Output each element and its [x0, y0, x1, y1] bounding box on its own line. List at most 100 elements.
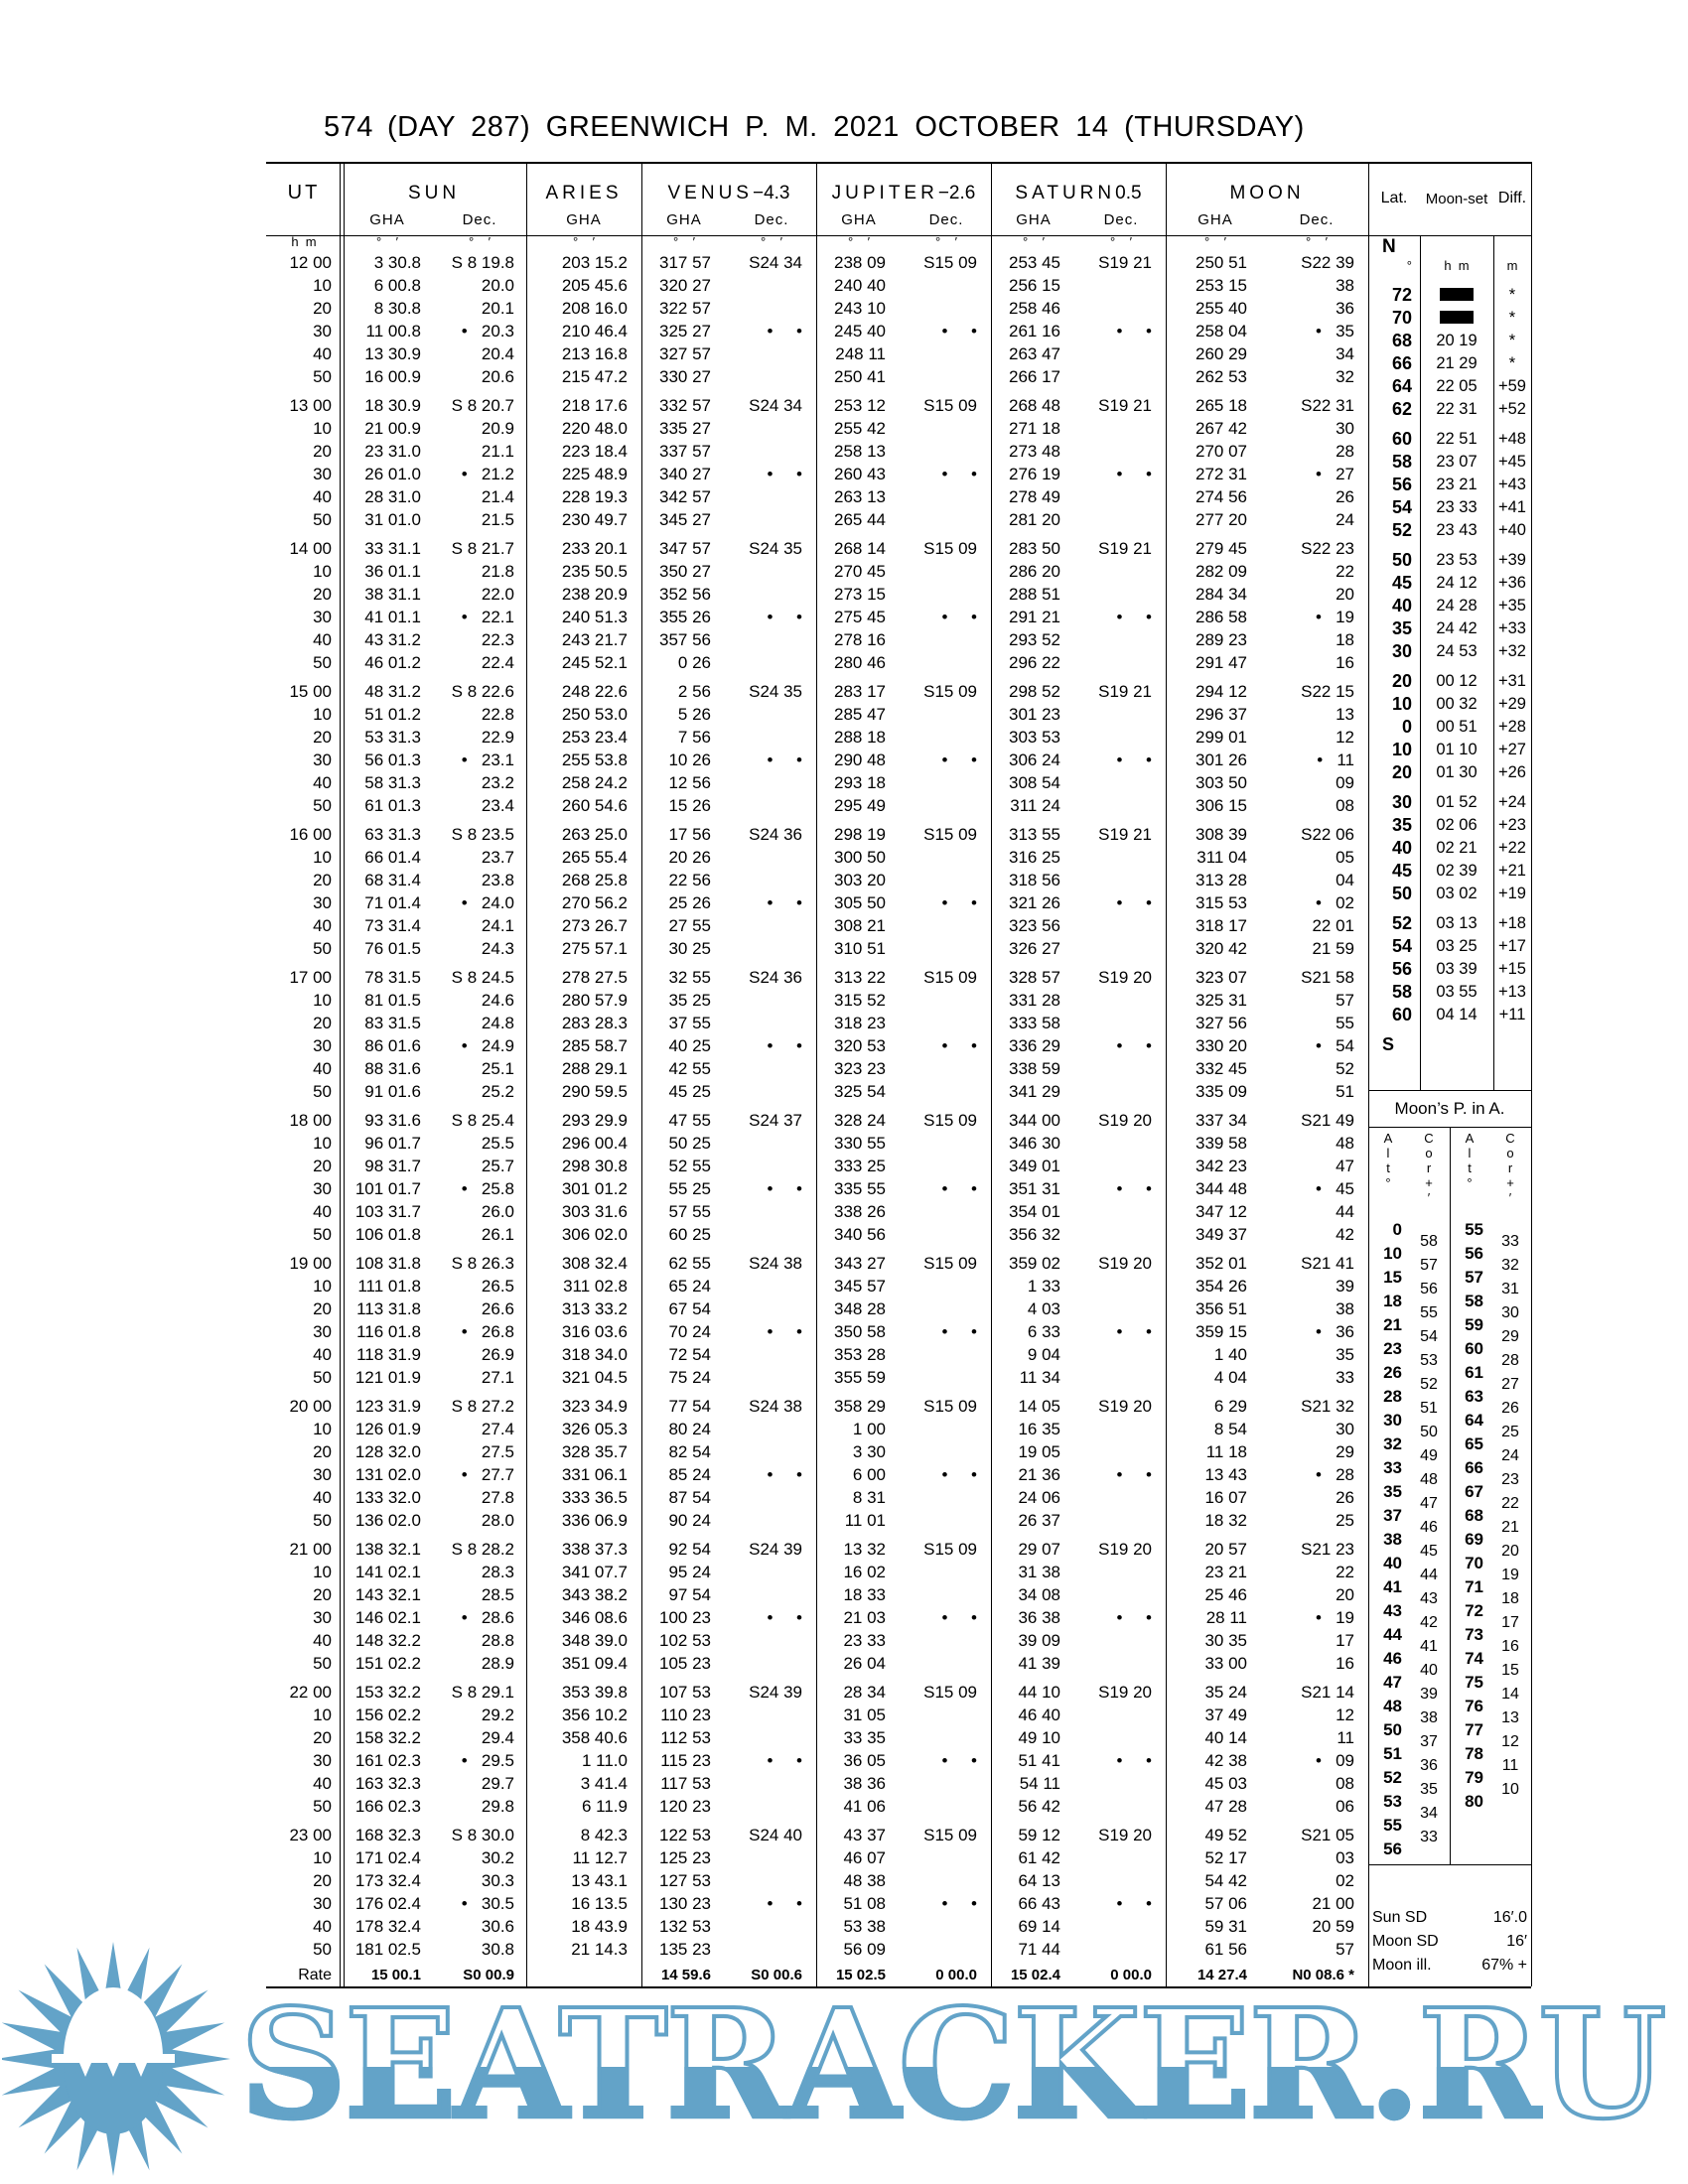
sun-gha-cell: 158 32.2 — [354, 1728, 421, 1747]
diff-value: +39 — [1498, 551, 1526, 569]
units-row-container: h m ° ′ ° ′ ° ′ ° ′ ° ′ ° ′ ° ′ ° ′ ° ′ ° ′ ° ′ — [266, 235, 1368, 251]
alt-value: 67 — [1465, 1482, 1483, 1501]
venus-gha-cell: 322 57 — [659, 299, 711, 318]
sd-row: Moon SD 16′ — [1368, 1930, 1531, 1954]
lat-row: 68 20 19 * — [1368, 330, 1531, 352]
saturn-gha-cell: 16 35 — [1018, 1420, 1060, 1438]
sun-dec-cell: 27.1 — [481, 1368, 514, 1387]
corr-value: 30 — [1501, 1304, 1519, 1321]
jupiter-dec-cell — [902, 771, 991, 794]
moon-gha-cell: 30 35 — [1204, 1631, 1247, 1650]
jupiter-gha-cell: 245 40 — [834, 322, 886, 341]
moon-dec-cell: 21 59 — [1312, 939, 1354, 958]
lat-row: 66 21 29 * — [1368, 352, 1531, 375]
ut-cell: 50 — [313, 1225, 332, 1244]
alt-value: 28 — [1383, 1387, 1402, 1406]
sun-gha-cell: 15 00.1 — [370, 1967, 421, 1983]
table-row: 40 13 30.9 20.4 213 16.8 327 57 248 11 263 47 2… — [266, 342, 1368, 365]
venus-gha-cell: 20 26 — [668, 848, 711, 867]
sun-dec-cell: S 8 24.5 — [451, 968, 514, 987]
lat-row: S — [1368, 1033, 1531, 1056]
diff-value: +29 — [1498, 695, 1526, 713]
table-row: 40 88 31.6 25.1 288 29.1 42 55 323 23 338 59 33… — [266, 1057, 1368, 1080]
aries-gha-cell: 205 45.6 — [561, 276, 628, 295]
moon-gha-cell: 277 20 — [1196, 510, 1247, 529]
main-table-body: 12 00 3 30.8 S 8 19.8 203 15.2 317 57 S24 34 2… — [266, 251, 1368, 1985]
venus-dec-cell: • • — [767, 322, 802, 341]
jupiter-gha-cell: 1 00 — [852, 1420, 886, 1438]
diff-value: +18 — [1498, 914, 1526, 932]
vrule-ut-b — [344, 162, 345, 1986]
alt-value: 63 — [1465, 1387, 1483, 1406]
alt-value: 79 — [1465, 1768, 1483, 1787]
venus-dec-cell — [727, 1726, 816, 1749]
moonset-time: 00 51 — [1436, 718, 1477, 736]
moon-gha-cell: 347 12 — [1196, 1202, 1247, 1221]
alt-value: 44 — [1383, 1625, 1402, 1644]
table-row: h m ° ′ ° ′ ° ′ ° ′ ° ′ ° ′ ° ′ ° ′ ° ′ ° ′ ° ′ — [266, 235, 1368, 251]
saturn-gha-cell: 338 59 — [1009, 1059, 1060, 1078]
saturn-gha-cell: 34 08 — [1018, 1585, 1060, 1604]
venus-dec-cell — [727, 1200, 816, 1223]
ut-cell: 50 — [313, 1940, 332, 1959]
ut-cell: 20 — [313, 1871, 332, 1890]
lat-group: 50 23 53 +39 45 24 12 +36 40 24 28 +35 35 24 42 +33… — [1368, 549, 1531, 663]
jupiter-dec-cell — [902, 1297, 991, 1320]
jupiter-dec-cell — [902, 560, 991, 583]
corr-value: 20 — [1501, 1543, 1519, 1560]
alt-value: 71 — [1465, 1577, 1483, 1596]
venus-gha-cell: 350 27 — [659, 562, 711, 581]
aries-gha-cell: 353 39.8 — [561, 1683, 628, 1702]
aries-gha-cell: 8 42.3 — [580, 1826, 628, 1844]
lat-row: 20 01 30 +26 — [1368, 761, 1531, 784]
moon-dec-cell: 20 — [1336, 1585, 1354, 1604]
venus-dec-cell — [727, 440, 816, 463]
jupiter-gha-cell: 26 04 — [843, 1654, 886, 1673]
diff-value: * — [1508, 286, 1516, 304]
saturn-dec-cell: S19 20 — [1098, 1111, 1152, 1130]
sun-dec-cell: S0 00.9 — [463, 1967, 514, 1983]
corr-value: 17 — [1501, 1614, 1519, 1631]
sun-gha-cell: 6 00.8 — [373, 276, 421, 295]
ut-cell: 50 — [313, 510, 332, 529]
latitude-value: 45 — [1391, 573, 1412, 593]
jupiter-dec-cell: • • — [941, 1465, 977, 1484]
moon-dec-cell: N0 08.6 * — [1292, 1967, 1354, 1983]
aries-gha-cell: 6 11.9 — [581, 1797, 628, 1816]
saturn-dec-cell — [1076, 1080, 1166, 1103]
table-row: 50 121 01.9 27.1 321 04.5 75 24 355 59 11 34 4 … — [266, 1366, 1368, 1389]
jupiter-dec-cell: S15 09 — [923, 682, 977, 701]
moonset-time: 23 43 — [1436, 521, 1477, 539]
moon-gha-cell: 1 40 — [1213, 1345, 1247, 1364]
venus-dec-cell — [727, 869, 816, 891]
sun-gha-cell: 53 31.3 — [364, 728, 421, 747]
lat-header: Lat. — [1380, 190, 1408, 206]
venus-gha-cell: 97 54 — [668, 1585, 711, 1604]
saturn-gha-cell: 21 36 — [1018, 1465, 1060, 1484]
venus-gha-cell: 120 23 — [659, 1797, 711, 1816]
moonset-time: 24 42 — [1436, 619, 1477, 637]
venus-gha-cell: 37 55 — [668, 1014, 711, 1032]
venus-gha-cell: 355 26 — [659, 608, 711, 626]
sun-gha-cell: GHA — [369, 211, 405, 228]
aries-gha-cell: 280 57.9 — [561, 991, 628, 1010]
sun-dec-cell: • 29.5 — [461, 1751, 514, 1770]
venus-dec-cell — [727, 1057, 816, 1080]
saturn-gha-cell: 283 50 — [1009, 539, 1060, 558]
moon-dec-cell: 39 — [1336, 1277, 1354, 1296]
venus-gha-cell: 85 24 — [668, 1465, 711, 1484]
corr-column: 33 32 31 30 29 28 27 26 25 24 23 22 21 20 19 18 17 16 15 14… — [1489, 1230, 1531, 1861]
saturn-dec-cell — [1076, 628, 1166, 651]
moon-dec-cell: 03 — [1336, 1848, 1354, 1867]
alt-value: 59 — [1465, 1315, 1483, 1334]
aries-gha-cell: 208 16.0 — [561, 299, 628, 318]
ut-cell: 18 00 — [289, 1111, 332, 1130]
venus-dec-cell — [727, 1366, 816, 1389]
ut-cell: 10 — [313, 705, 332, 724]
alt-value: 66 — [1465, 1458, 1483, 1477]
table-row: 10 171 02.4 30.2 11 12.7 125 23 46 07 61 42 52 … — [266, 1846, 1368, 1869]
hour-block: 12 00 3 30.8 S 8 19.8 203 15.2 317 57 S24 34 2… — [266, 251, 1368, 388]
table-row: 10 51 01.2 22.8 250 53.0 5 26 285 47 301 23 296… — [266, 703, 1368, 726]
table-row: 20 8 30.8 20.1 208 16.0 322 57 243 10 258 46 25… — [266, 297, 1368, 320]
alt-value: 48 — [1383, 1697, 1402, 1715]
